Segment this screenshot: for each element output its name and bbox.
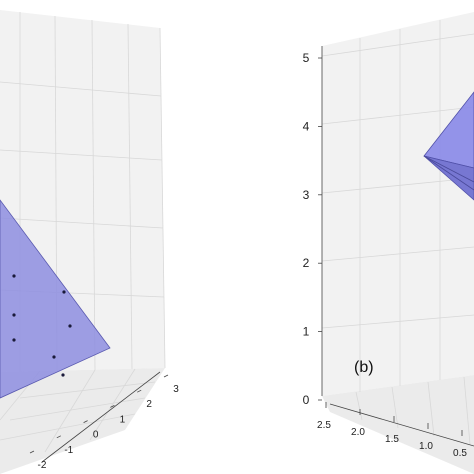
z-tick-label: 0: [303, 393, 310, 407]
x-tick-label: 1: [120, 414, 126, 425]
data-point: [61, 373, 65, 377]
panel-a-floor-grid: [0, 368, 156, 453]
data-point: [12, 338, 16, 342]
panel-b-surface-edge: [423, 155, 474, 191]
x-tick: [137, 389, 142, 393]
panel-b-label: (b): [354, 359, 374, 376]
x-tick-label: 3: [173, 384, 179, 395]
panel-b-x-ticks: 2.5 2.0 1.5 1.0 0.5: [317, 402, 467, 459]
x-tick: [110, 405, 115, 408]
x-tick-label: 0: [93, 430, 99, 441]
panel-b-wall-grid: [321, 20, 474, 392]
x-tick-label: 2.0: [351, 427, 365, 438]
data-point: [68, 324, 72, 328]
panel-a-surface: [0, 199, 111, 399]
x-tick-label: -2: [38, 460, 47, 471]
panel-a-x-ticks: -2 -1 0 1 2 3: [29, 374, 179, 471]
z-tick-label: 3: [303, 188, 310, 202]
panel-a: -2 -1 0 1 2 3: [0, 10, 179, 474]
z-tick-label: 1: [303, 325, 310, 339]
panel-a-floor: [0, 368, 165, 474]
x-tick-label: 0.5: [453, 448, 467, 459]
data-point: [12, 274, 16, 278]
z-tick-label: 2: [303, 256, 310, 270]
data-point: [62, 290, 66, 294]
x-tick-label: 2.5: [317, 420, 331, 431]
panel-b-surface-edge: [423, 155, 474, 183]
x-tick: [83, 420, 88, 423]
panel-b-z-ticks: 0 1 2 3 4 5: [303, 51, 322, 407]
panel-a-points: [12, 274, 72, 377]
x-tick-label: 2: [146, 399, 152, 410]
x-tick-label: -1: [64, 445, 73, 456]
x-tick-label: 1.5: [385, 434, 399, 445]
x-tick-label: 1.0: [419, 441, 433, 452]
panel-b-back-wall: [322, 12, 474, 396]
panel-b-surface: [423, 91, 474, 201]
panel-b-floor-grid: [355, 376, 471, 445]
panel-b-surface-lower: [423, 155, 474, 201]
data-point: [12, 313, 16, 317]
panel-b-x-axis: [329, 403, 474, 447]
panel-a-x-axis: [41, 371, 161, 463]
data-point: [52, 355, 56, 359]
z-tick-label: 5: [303, 51, 310, 65]
z-tick-label: 4: [303, 119, 310, 133]
x-tick: [163, 374, 169, 378]
x-tick: [29, 450, 35, 454]
panel-b: 0 1 2 3 4 5 2.5 2.0 1.5 1.0 0.5 (b): [303, 12, 474, 474]
x-tick: [56, 435, 61, 439]
panel-b-floor: [322, 375, 474, 474]
